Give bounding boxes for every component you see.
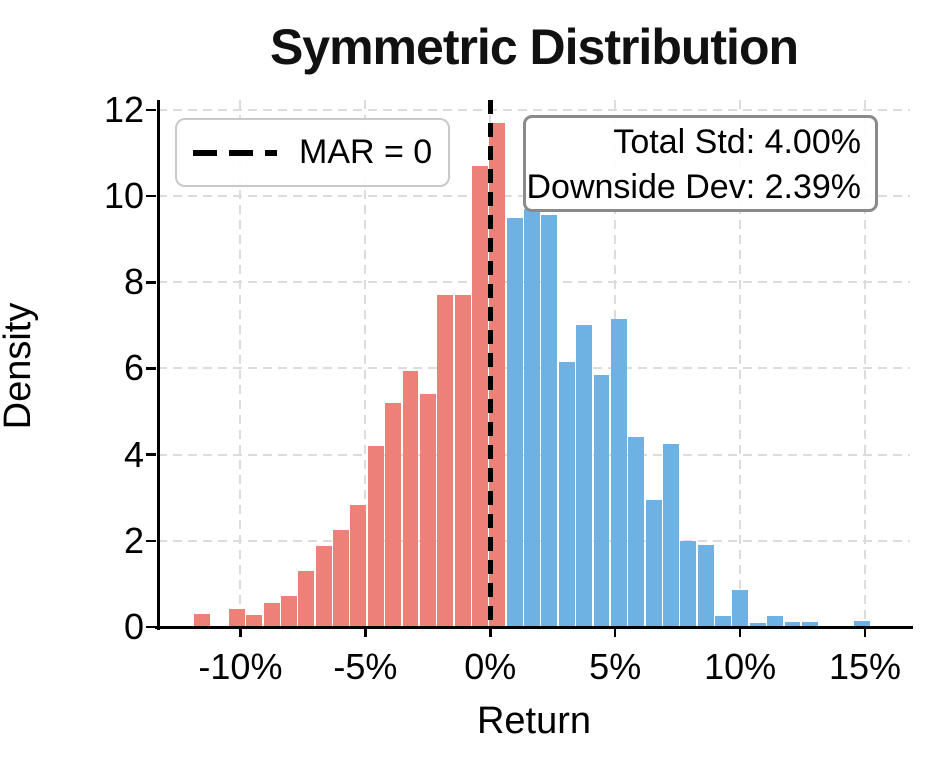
histogram-bar-downside	[280, 595, 297, 627]
histogram-bar-upside	[853, 620, 870, 627]
y-axis-label: Density	[0, 302, 39, 430]
annotation-downside-dev: Downside Dev: 2.39%	[526, 168, 861, 206]
y-axis-spine	[156, 100, 160, 630]
histogram-bar-downside	[402, 370, 419, 627]
histogram-bar-upside	[662, 443, 679, 627]
x-tick	[364, 628, 367, 637]
histogram-bar-downside	[437, 295, 454, 627]
histogram-bar-downside	[454, 295, 471, 627]
x-tick-label: -5%	[333, 646, 398, 687]
histogram-bar-upside	[576, 325, 593, 627]
x-axis-label: Return	[476, 700, 592, 742]
legend: MAR = 0	[175, 118, 450, 187]
histogram-bar-upside	[715, 616, 732, 627]
x-tick-label: 10%	[704, 646, 777, 687]
gridline-x	[739, 100, 742, 627]
chart-title: Symmetric Distribution	[269, 19, 799, 75]
y-tick	[146, 194, 156, 198]
histogram-bar-upside	[524, 209, 541, 627]
histogram-bar-upside	[697, 545, 714, 627]
x-tick-label: 5%	[589, 646, 642, 687]
y-tick-label: 10	[103, 175, 144, 217]
y-tick	[146, 108, 156, 112]
legend-label: MAR = 0	[299, 133, 433, 171]
y-tick	[146, 625, 156, 629]
histogram-bar-upside	[541, 215, 558, 627]
histogram-bar-downside	[350, 504, 367, 627]
histogram-bar-downside	[367, 446, 384, 627]
stats-annotation-box: Total Std: 4.00% Downside Dev: 2.39%	[523, 115, 878, 212]
gridline-x	[364, 100, 367, 627]
x-tick-label: -10%	[198, 646, 283, 687]
histogram-bar-downside	[315, 546, 332, 627]
y-tick	[146, 539, 156, 543]
histogram-bar-downside	[228, 608, 245, 627]
x-tick	[738, 628, 742, 637]
histogram-bar-upside	[680, 540, 697, 627]
mar-line	[487, 100, 493, 627]
x-tick	[489, 628, 492, 637]
histogram-bar-upside	[801, 621, 818, 627]
x-tick	[863, 628, 867, 637]
plot-area: 15% 10% 5% 0% -5% -10% 12 10 8 6 4 2 0 MAR = 0 Total…	[104, 91, 913, 687]
histogram-bar-upside	[506, 217, 523, 627]
histogram-bar-downside	[471, 165, 488, 627]
y-tick-label: 2	[123, 519, 144, 561]
histogram-bar-upside	[645, 499, 662, 627]
gridline-x	[239, 100, 242, 627]
annotation-total-std: Total Std: 4.00%	[613, 123, 861, 161]
histogram-bar-downside	[298, 570, 315, 627]
y-tick-label: 12	[103, 88, 144, 130]
y-tick-label: 4	[123, 433, 144, 475]
x-tick-label: 0%	[464, 646, 517, 687]
histogram-bar-upside	[732, 590, 749, 627]
x-tick-label: 15%	[828, 646, 902, 687]
histogram-bar-upside	[593, 374, 610, 627]
histogram-bar-upside	[784, 621, 801, 627]
histogram-bar-downside	[489, 122, 506, 627]
dashed-line-sample-icon	[193, 149, 277, 156]
histogram-bar-downside	[385, 402, 402, 627]
histogram-bar-upside	[767, 615, 784, 627]
gridline-y	[158, 108, 910, 111]
x-axis-spine	[155, 625, 913, 629]
y-tick-label: 8	[123, 261, 144, 303]
x-tick	[613, 628, 617, 637]
gridline-x	[864, 100, 867, 627]
histogram-bar-upside	[558, 361, 575, 627]
y-tick	[146, 281, 156, 284]
y-tick-label: 6	[123, 347, 144, 389]
y-tick	[146, 367, 156, 370]
histogram-bar-upside	[628, 437, 645, 627]
histogram-bar-downside	[419, 394, 436, 627]
y-tick-label: 0	[123, 606, 144, 647]
histogram-bar-downside	[246, 614, 263, 627]
histogram-bar-upside	[749, 622, 766, 627]
x-tick	[239, 628, 242, 637]
histogram-bar-downside	[194, 614, 211, 627]
histogram-bar-downside	[263, 603, 280, 627]
histogram-bar-downside	[333, 529, 350, 627]
histogram-bar-upside	[610, 318, 627, 627]
y-tick	[146, 453, 156, 456]
